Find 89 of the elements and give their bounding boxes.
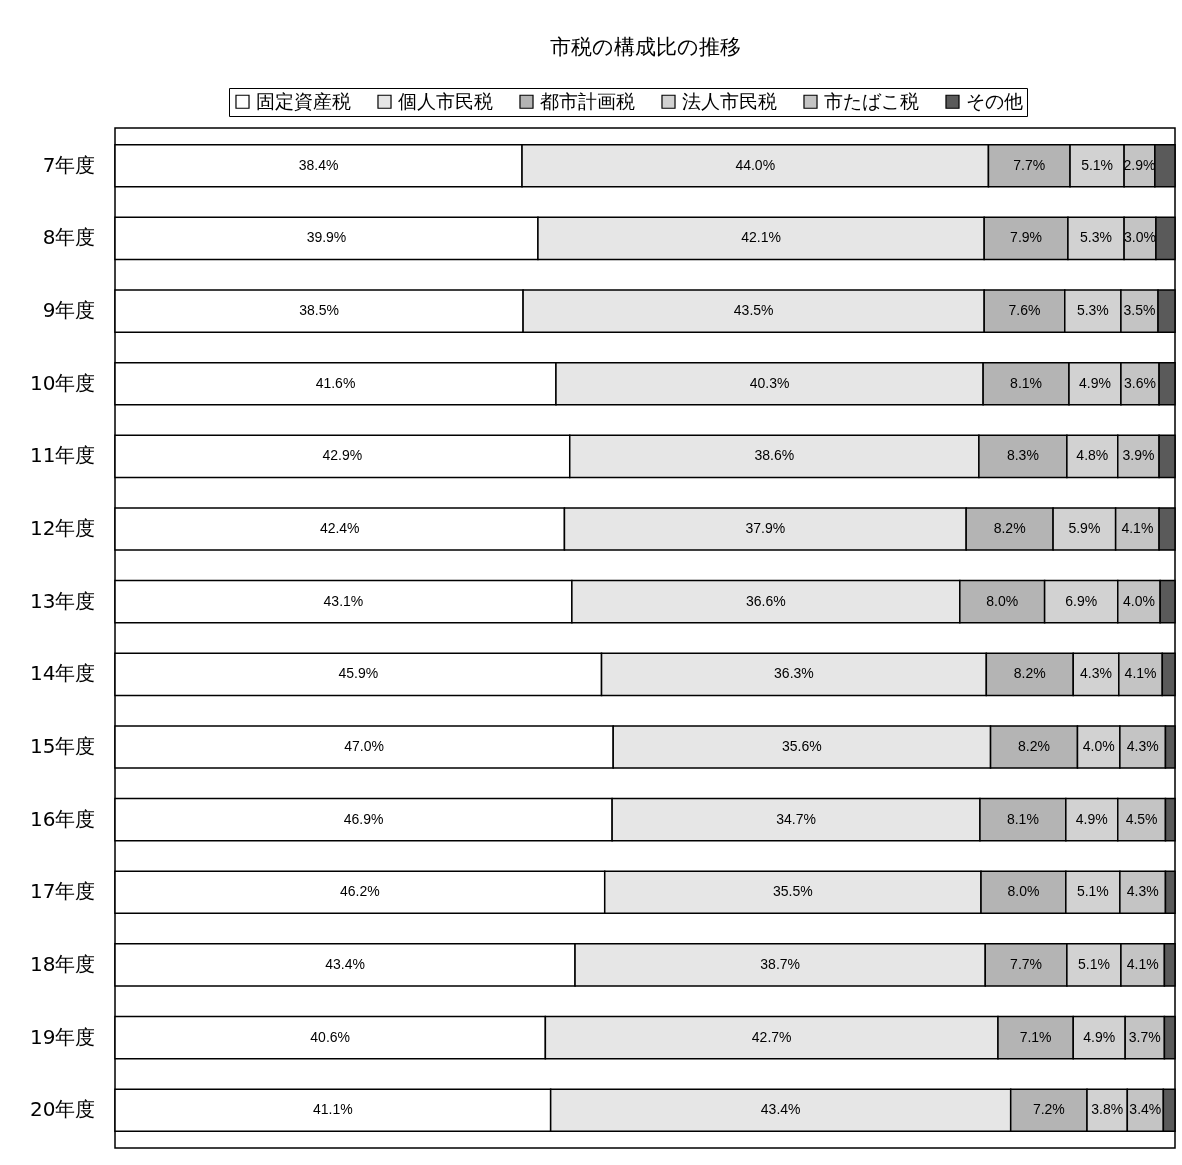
data-label: 7.1%: [1019, 1028, 1052, 1045]
data-label: 4.0%: [1082, 737, 1115, 754]
data-label: 46.2%: [340, 883, 380, 900]
legend-label: 市たばこ税: [824, 89, 919, 112]
data-label: 3.8%: [1091, 1101, 1124, 1118]
data-label: 5.3%: [1080, 229, 1112, 246]
data-label: 6.9%: [1065, 592, 1098, 609]
data-label: 4.3%: [1080, 665, 1112, 682]
y-tick-label: 11年度: [30, 443, 96, 468]
y-tick-label: 16年度: [30, 806, 96, 831]
data-label: 37.9%: [745, 520, 786, 537]
data-label: 38.6%: [754, 447, 795, 464]
legend-label: 都市計画税: [540, 89, 635, 112]
data-label: 40.3%: [749, 374, 790, 391]
data-label: 7.9%: [1010, 229, 1043, 246]
legend-label: その他: [966, 89, 1023, 112]
data-label: 8.0%: [986, 592, 1019, 609]
data-label: 8.2%: [1013, 665, 1046, 682]
data-label: 7.7%: [1013, 156, 1046, 173]
data-label: 4.1%: [1126, 955, 1159, 972]
data-label: 4.8%: [1076, 447, 1109, 464]
data-label: 36.3%: [774, 665, 814, 682]
data-label: 34.7%: [776, 810, 816, 827]
data-label: 38.4%: [298, 156, 339, 173]
data-label: 3.4%: [1129, 1101, 1162, 1118]
data-label: 39.9%: [306, 229, 347, 246]
data-label: 5.9%: [1068, 520, 1101, 537]
data-label: 40.6%: [310, 1028, 351, 1045]
data-label: 4.9%: [1079, 374, 1111, 391]
data-label: 8.3%: [1006, 447, 1039, 464]
y-tick-label: 15年度: [30, 733, 96, 758]
legend-label: 法人市民税: [682, 89, 777, 112]
data-label: 8.0%: [1007, 883, 1040, 900]
y-tick-label: 13年度: [30, 588, 96, 613]
data-label: 38.5%: [299, 302, 339, 319]
data-label: 7.7%: [1010, 955, 1043, 972]
data-label: 42.4%: [319, 520, 360, 537]
data-label: 45.9%: [338, 665, 379, 682]
data-label: 4.9%: [1083, 1028, 1116, 1045]
data-label: 4.0%: [1123, 592, 1155, 609]
data-label: 43.4%: [325, 955, 365, 972]
y-tick-label: 7年度: [42, 152, 96, 177]
data-label: 36.6%: [745, 592, 786, 609]
y-tick-label: 10年度: [30, 370, 96, 395]
data-label: 3.9%: [1122, 447, 1155, 464]
data-label: 44.0%: [735, 156, 776, 173]
data-label: 42.9%: [322, 447, 363, 464]
data-label: 41.1%: [312, 1101, 353, 1118]
legend-label: 個人市民税: [398, 89, 493, 112]
data-label: 4.3%: [1126, 883, 1159, 900]
data-label: 42.7%: [751, 1028, 792, 1045]
data-label: 4.1%: [1121, 520, 1154, 537]
data-label: 8.1%: [1006, 810, 1039, 827]
data-label: 3.5%: [1123, 302, 1156, 319]
data-label: 41.6%: [315, 374, 356, 391]
y-tick-label: 18年度: [30, 951, 96, 976]
data-label: 4.9%: [1075, 810, 1108, 827]
y-tick-label: 9年度: [42, 298, 96, 323]
data-label: 35.6%: [782, 737, 822, 754]
data-label: 7.6%: [1008, 302, 1041, 319]
y-tick-label: 14年度: [30, 661, 96, 686]
data-label: 35.5%: [773, 883, 813, 900]
data-label: 5.1%: [1081, 156, 1114, 173]
data-label: 7.2%: [1032, 1101, 1065, 1118]
data-label: 8.2%: [1018, 737, 1050, 754]
data-label: 8.2%: [993, 520, 1026, 537]
y-tick-label: 17年度: [30, 879, 96, 904]
data-label: 3.6%: [1124, 374, 1156, 391]
data-label: 4.3%: [1126, 737, 1159, 754]
data-label: 42.1%: [741, 229, 781, 246]
y-tick-label: 8年度: [42, 225, 96, 250]
data-label: 5.3%: [1076, 302, 1109, 319]
data-label: 5.1%: [1076, 883, 1109, 900]
data-label: 47.0%: [344, 737, 384, 754]
legend-label: 固定資産税: [256, 89, 351, 112]
data-label: 8.1%: [1010, 374, 1043, 391]
data-label: 43.5%: [733, 302, 774, 319]
data-label: 5.1%: [1077, 955, 1110, 972]
y-tick-label: 12年度: [30, 516, 96, 541]
y-tick-label: 19年度: [30, 1024, 96, 1049]
data-label: 3.7%: [1128, 1028, 1161, 1045]
data-label: 46.9%: [343, 810, 384, 827]
data-label: 43.4%: [760, 1101, 801, 1118]
data-label: 4.1%: [1124, 665, 1157, 682]
data-label: 4.5%: [1125, 810, 1158, 827]
data-label: 38.7%: [760, 955, 800, 972]
data-label: 43.1%: [323, 592, 364, 609]
chart-title: 市税の構成比の推移: [549, 34, 741, 59]
y-tick-label: 20年度: [30, 1097, 96, 1122]
